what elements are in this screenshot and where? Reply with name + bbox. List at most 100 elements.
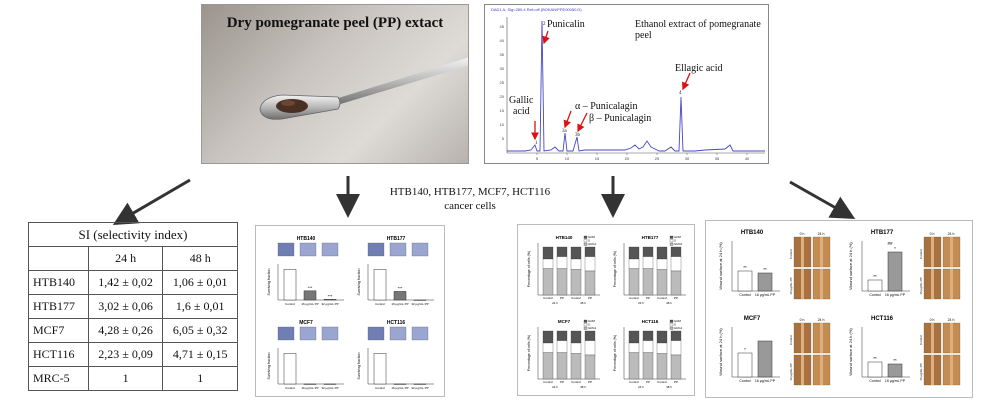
cellcycle-bar-segment	[570, 330, 582, 344]
survival-ylabel: Surviving fraction	[357, 269, 361, 296]
cellcycle-time-label: 24 h	[638, 385, 644, 389]
colony-image	[277, 242, 295, 257]
wound-cat-label: Control	[869, 293, 881, 297]
x-tick-15: 15	[595, 156, 600, 161]
cellcycle-bar-segment	[670, 246, 682, 257]
wound-ylabel: Wound surface at 24 h (%)	[718, 328, 723, 376]
cellcycle-legend-swatch	[583, 239, 588, 243]
si-row: HTB140 1,42 ± 0,02 1,06 ± 0,01	[28, 270, 238, 295]
wound-gap	[931, 269, 934, 299]
chromatogram-header: DAD1 A, Sig=280,4 Ref=off (BOKAN\PPE0005…	[491, 7, 582, 12]
peak-number-4: 4	[679, 91, 682, 96]
cellcycle-bar-segment	[542, 352, 554, 380]
si-corner	[28, 246, 89, 271]
y-tick-35: 35	[500, 52, 505, 57]
label-punicalin: Punicalin	[547, 19, 585, 30]
si-cell-24: 4,28 ± 0,26	[87, 318, 164, 343]
cellcycle-legend-swatch	[669, 319, 674, 323]
wound-bar	[887, 363, 903, 378]
cellcycle-title: HCT116	[642, 319, 659, 324]
wound-cat-label: Control	[869, 379, 881, 383]
survival-bar	[283, 269, 297, 301]
wound-gap	[931, 355, 934, 385]
y-tick-40: 40	[500, 38, 505, 43]
x-tick-40: 40	[745, 156, 750, 161]
cellcycle-bar-segment	[584, 330, 596, 341]
cellcycle-bar-label: Control	[657, 296, 667, 300]
colony-image	[321, 242, 339, 257]
wound-title: MCF7	[744, 316, 761, 322]
wound-bar	[867, 279, 883, 292]
cellcycle-bar-segment	[656, 269, 668, 296]
cellcycle-legend-label: G0/G1	[674, 326, 683, 330]
cellcycle-title: MCF7	[558, 319, 571, 324]
cellcycle-bar-label: Control	[571, 296, 581, 300]
cellcycle-title: HTB140	[556, 235, 573, 240]
cellcycle-legend-swatch	[669, 242, 674, 246]
si-col-24h: 24 h	[87, 246, 164, 271]
wound-row-label: Control	[789, 249, 793, 259]
survival-ylabel: Surviving fraction	[267, 269, 271, 296]
x-tick-25: 25	[655, 156, 660, 161]
wound-gap	[950, 323, 953, 353]
si-cell-48: 1	[162, 366, 238, 391]
cellcycle-bar-segment	[570, 258, 582, 270]
wound-significance: *	[744, 347, 746, 352]
si-row-name: HTB140	[28, 270, 89, 295]
si-row-name: MRC-5	[28, 366, 89, 391]
cancer-cells-label: HTB140, HTB177, MCF7, HCT116 cancer cell…	[360, 185, 580, 213]
survival-ylabel: Surviving fraction	[357, 353, 361, 380]
cellcycle-bar-segment	[642, 352, 654, 380]
cellcycle-legend-swatch	[583, 319, 588, 323]
cellcycle-bar-label: Control	[629, 296, 639, 300]
si-cell-48: 6,05 ± 0,32	[162, 318, 238, 343]
cellcycle-bar-label: PP	[674, 380, 678, 384]
wound-cat-label: 16 μg/mL PP	[755, 293, 776, 297]
cellcycle-bar-segment	[642, 340, 654, 353]
label-gallic-acid: acid	[513, 106, 530, 117]
survival-charts: HTB140 Surviving fraction Control 16 μg/mL …	[267, 236, 434, 390]
cellcycle-bar-segment	[542, 268, 554, 296]
wound-time-label: 24 h	[948, 232, 955, 236]
cellcycle-legend-swatch	[669, 235, 674, 239]
wound-significance: **	[873, 356, 877, 361]
cellcycle-bar-segment	[628, 246, 640, 260]
y-tick-25: 25	[500, 80, 505, 85]
cellcycle-bar-segment	[628, 268, 640, 296]
survival-bar	[283, 353, 297, 385]
cellcycle-legend-label: G2/M	[674, 235, 682, 239]
wound-bar	[737, 352, 753, 378]
wound-bar	[737, 270, 753, 292]
cellcycle-bar-segment	[584, 340, 596, 356]
cellcycle-bar-label: PP	[560, 380, 564, 384]
colony-image	[389, 326, 407, 341]
cellcycle-legend-swatch	[669, 326, 674, 330]
cellcycle-bar-segment	[656, 353, 668, 380]
cellcycle-legend-label: G2/M	[588, 319, 596, 323]
pp-extract-photo: Dry pomegranate peel (PP) extact	[201, 4, 469, 164]
cellcycle-legend-label: G0/G1	[588, 242, 597, 246]
colony-image	[367, 326, 385, 341]
colony-image	[299, 326, 317, 341]
x-tick-5: 5	[536, 156, 539, 161]
wound-bar	[867, 361, 883, 378]
x-tick-30: 30	[685, 156, 690, 161]
spatula-illustration	[259, 57, 468, 120]
cellcycle-bar-segment	[556, 352, 568, 380]
wound-row-label: Control	[919, 249, 923, 259]
si-row: HCT116 2,23 ± 0,09 4,71 ± 0,15	[28, 342, 238, 367]
cellcycle-legend-label: G2/M	[674, 319, 682, 323]
cellcycle-bar-label: Control	[543, 380, 553, 384]
wound-bar	[887, 251, 903, 292]
si-row: HTB177 3,02 ± 0,06 1,6 ± 0,01	[28, 294, 238, 319]
wound-gap	[931, 323, 934, 353]
wound-gap	[950, 237, 953, 267]
wound-cat-label: 16 μg/mL PP	[885, 293, 906, 297]
cellcycle-bar-segment	[628, 352, 640, 380]
wound-gap	[950, 269, 953, 299]
cellcycle-bar-segment	[542, 246, 554, 260]
cellcycle-time-label: 48 h	[666, 385, 672, 389]
colony-image	[389, 242, 407, 257]
colony-image	[321, 326, 339, 341]
